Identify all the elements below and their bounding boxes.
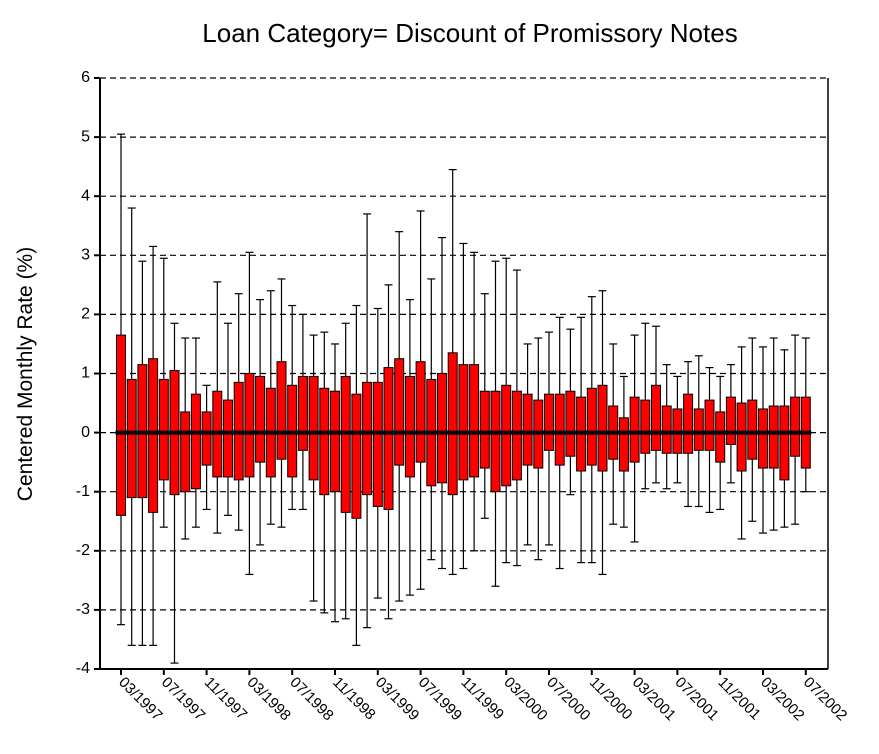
box [116,334,126,516]
box [693,408,704,451]
x-tick-label: 11/2001 [714,674,764,724]
box [758,408,768,469]
y-tick-label: -4 [76,660,90,677]
box [469,364,480,478]
box [640,399,651,454]
x-tick-label: 07/1998 [286,674,336,724]
y-tick-label: 5 [81,128,90,145]
x-tick-label: 03/2002 [757,674,807,724]
x-tick-label: 11/1998 [329,674,379,724]
x-tick-label: 11/2000 [586,674,636,724]
box [501,384,512,487]
box [725,396,736,445]
box [704,399,715,451]
box [394,358,405,466]
x-tick-label: 07/1999 [415,674,465,724]
box [308,375,319,481]
y-tick-label: 4 [81,187,90,204]
y-tick-label: 0 [81,424,90,441]
box [362,381,373,496]
x-tick-label: 11/1999 [458,674,508,724]
x-tick-label: 07/1997 [158,674,208,724]
x-tick-label: 07/2000 [543,674,593,724]
box [158,378,169,481]
x-tick-label: 07/2002 [800,674,850,724]
y-tick-label: -3 [76,601,90,618]
box [479,390,490,469]
y-tick-label: 2 [81,306,90,323]
box [597,384,608,472]
y-axis-label: Centered Monthly Rate (%) [14,247,37,501]
box [715,411,726,463]
y-tick-label: 3 [81,247,90,264]
box [383,367,394,510]
box [404,375,415,478]
box [629,396,640,463]
box [340,375,351,513]
box [276,361,287,460]
box [747,399,758,460]
y-tick-label: 6 [81,69,90,86]
box [618,417,629,472]
box [330,390,340,493]
x-tick-label: 03/1997 [115,674,165,724]
box [255,375,266,463]
box [736,402,747,472]
box [351,393,362,519]
box [790,396,801,457]
box [190,393,201,490]
box [447,352,458,496]
box [415,361,426,463]
x-tick-label: 07/2001 [672,674,722,724]
box [586,387,597,466]
box [522,393,533,466]
box [768,405,779,469]
x-tick-label: 03/1998 [244,674,294,724]
x-tick-label: 03/2000 [500,674,550,724]
box [511,390,522,481]
box [661,405,672,454]
box [180,411,191,493]
x-tick-label: 11/1997 [201,674,251,724]
y-tick-label: -2 [76,542,90,559]
box [223,399,233,478]
box [244,373,255,478]
y-tick-label: 1 [81,365,90,382]
box [554,393,565,466]
box [490,390,501,493]
box [458,364,469,481]
chart-title: Loan Category= Discount of Promissory No… [202,18,737,48]
box [565,390,576,457]
box [779,405,790,481]
box [437,373,447,484]
box [319,387,330,496]
box [201,411,212,466]
box [126,378,137,499]
y-tick-label: -1 [76,483,90,500]
box [544,393,554,451]
box [297,375,308,451]
box [148,358,159,513]
box [683,393,694,454]
box [651,384,661,451]
x-tick-label: 03/2001 [629,674,679,724]
x-tick-label: 03/1999 [372,674,422,724]
box [372,381,383,507]
